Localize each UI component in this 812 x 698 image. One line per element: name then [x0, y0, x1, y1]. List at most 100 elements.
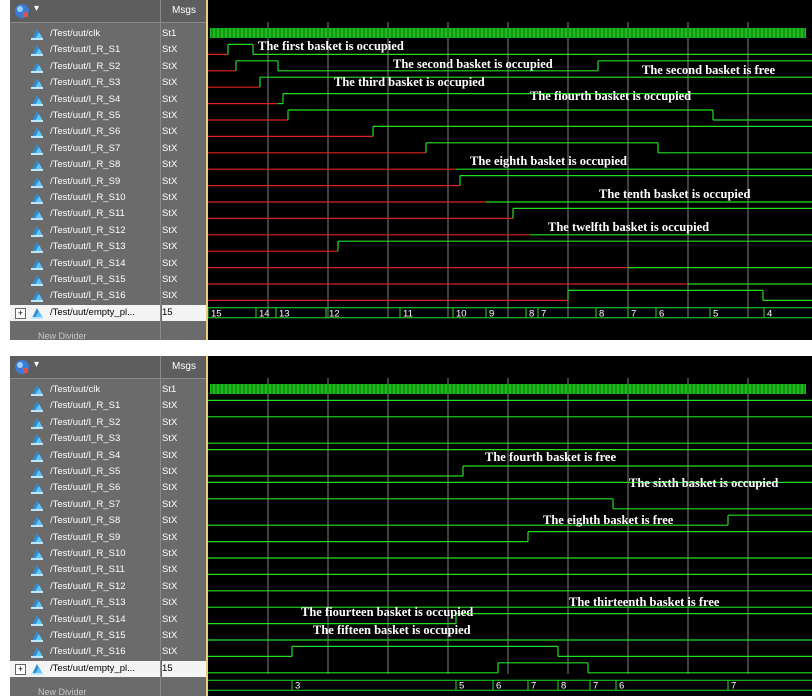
signal-row[interactable]: /Test/uut/I_R_S1 — [10, 398, 160, 414]
waveform-pane[interactable]: 15 14 13 12 11 10 9 8 7 8 7 6 5 4 The first basket is … — [208, 0, 812, 340]
signal-name: /Test/uut/I_R_S11 — [50, 564, 125, 576]
signal-icon — [31, 467, 43, 478]
signal-row[interactable]: /Test/uut/I_R_S15 — [10, 628, 160, 644]
signal-row[interactable]: /Test/uut/I_R_S14 — [10, 612, 160, 628]
annotation-label: The fiourteen basket is occupied — [301, 605, 473, 619]
bus-value-label: 8 — [529, 308, 534, 319]
signal-row[interactable]: /Test/uut/I_R_S3 — [10, 431, 160, 447]
bus-signal-row[interactable]: + /Test/uut/empty_pl... — [10, 660, 160, 677]
signal-row[interactable]: /Test/uut/clk — [10, 26, 160, 42]
bus-signal-row[interactable]: + /Test/uut/empty_pl... — [10, 304, 160, 321]
chevron-down-icon[interactable]: ▾ — [34, 3, 40, 14]
signal-icon — [31, 160, 43, 172]
signal-name: /Test/uut/I_R_S8 — [50, 159, 121, 171]
signal-row[interactable]: /Test/uut/I_R_S12 — [10, 223, 160, 239]
signal-row[interactable]: /Test/uut/I_R_S12 — [10, 579, 160, 595]
signal-name: /Test/uut/I_R_S8 — [50, 515, 121, 527]
signal-row[interactable]: /Test/uut/I_R_S14 — [10, 256, 160, 272]
expand-icon[interactable]: + — [15, 663, 26, 675]
values-header: Msgs — [161, 0, 207, 23]
signal-icon — [31, 647, 43, 659]
signal-row[interactable]: /Test/uut/I_R_S9 — [10, 530, 160, 546]
signal-icon — [31, 29, 43, 40]
signal-row[interactable]: /Test/uut/I_R_S8 — [10, 513, 160, 529]
values-header: Msgs — [161, 356, 207, 379]
signal-name: /Test/uut/I_R_S1 — [50, 44, 121, 56]
signal-row[interactable]: /Test/uut/I_R_S13 — [10, 595, 160, 611]
signal-row[interactable]: /Test/uut/I_R_S16 — [10, 288, 160, 304]
bus-value-label: 6 — [659, 308, 664, 319]
new-divider[interactable]: New Divider — [38, 687, 87, 696]
signal-icon — [31, 242, 43, 254]
signal-name: /Test/uut/I_R_S2 — [50, 416, 121, 428]
signal-name: /Test/uut/empty_pl... — [50, 306, 136, 318]
signal-value: StX — [162, 159, 178, 171]
annotation-label: The fiourth basket is occupied — [530, 89, 691, 103]
waveform-canvas[interactable]: 3 5 6 7 8 7 6 7 The fourth basket is free The six… — [208, 356, 812, 696]
new-divider[interactable]: New Divider — [38, 331, 87, 340]
annotation-label: The second basket is occupied — [393, 57, 553, 71]
modelsim-logo-icon[interactable] — [14, 3, 30, 19]
signal-icon — [31, 581, 43, 593]
bus-value-label: 6 — [496, 681, 501, 692]
signal-row[interactable]: /Test/uut/I_R_S2 — [10, 415, 160, 431]
signal-row[interactable]: /Test/uut/I_R_S7 — [10, 141, 160, 157]
signal-value: StX — [162, 208, 178, 220]
signal-row[interactable]: /Test/uut/clk — [10, 382, 160, 398]
bus-value-label: 12 — [329, 308, 340, 319]
bus-value-label: 8 — [561, 681, 566, 692]
signal-value: 15 — [162, 304, 206, 321]
signal-row[interactable]: /Test/uut/I_R_S5 — [10, 108, 160, 124]
cursor-separator[interactable] — [206, 0, 208, 340]
bus-value-label: 7 — [541, 308, 546, 319]
bus-value-label: 7 — [593, 681, 598, 692]
signal-value: StX — [162, 126, 178, 138]
signal-value: StX — [162, 241, 178, 253]
cursor-separator[interactable] — [206, 356, 208, 696]
signal-row[interactable]: /Test/uut/I_R_S2 — [10, 59, 160, 75]
signal-value: StX — [162, 630, 178, 641]
signal-name: /Test/uut/I_R_S1 — [50, 400, 121, 412]
signal-row[interactable]: /Test/uut/I_R_S15 — [10, 272, 160, 288]
signal-icon — [31, 275, 43, 286]
signal-row[interactable]: /Test/uut/I_R_S13 — [10, 239, 160, 255]
signal-name: /Test/uut/I_R_S13 — [50, 241, 126, 253]
signal-row[interactable]: /Test/uut/I_R_S10 — [10, 546, 160, 562]
signal-value: StX — [162, 60, 178, 72]
signal-value: StX — [162, 597, 178, 609]
signal-row[interactable]: /Test/uut/I_R_S16 — [10, 644, 160, 660]
signal-name: /Test/uut/I_R_S7 — [50, 498, 121, 510]
signal-row[interactable]: /Test/uut/I_R_S3 — [10, 75, 160, 91]
chevron-down-icon[interactable]: ▾ — [34, 359, 40, 370]
signal-icon — [31, 499, 43, 511]
bus-value-label: 4 — [767, 308, 772, 319]
signal-row[interactable]: /Test/uut/I_R_S6 — [10, 480, 160, 496]
annotation-label: The sixth basket is occupied — [629, 476, 778, 490]
bus-value-label: 9 — [489, 308, 494, 319]
signal-row[interactable]: /Test/uut/I_R_S9 — [10, 174, 160, 190]
signal-name: /Test/uut/I_R_S15 — [50, 630, 126, 641]
expand-icon[interactable]: + — [15, 307, 26, 319]
signal-row[interactable]: /Test/uut/I_R_S11 — [10, 562, 160, 578]
signal-icon — [31, 94, 43, 106]
signal-icon — [31, 111, 43, 122]
signal-row[interactable]: /Test/uut/I_R_S4 — [10, 448, 160, 464]
waveform-pane[interactable]: 3 5 6 7 8 7 6 7 The fourth basket is free The six… — [208, 356, 812, 696]
modelsim-logo-icon[interactable] — [14, 359, 30, 375]
signal-row[interactable]: /Test/uut/I_R_S8 — [10, 157, 160, 173]
bus-value-label: 5 — [713, 308, 718, 319]
signal-row[interactable]: /Test/uut/I_R_S1 — [10, 42, 160, 58]
signal-row[interactable]: /Test/uut/I_R_S7 — [10, 497, 160, 513]
signal-row[interactable]: /Test/uut/I_R_S4 — [10, 92, 160, 108]
signal-row[interactable]: /Test/uut/I_R_S5 — [10, 464, 160, 480]
annotation-label: The eighth basket is free — [543, 513, 674, 527]
signal-name: /Test/uut/clk — [50, 384, 101, 395]
signal-row[interactable]: /Test/uut/I_R_S10 — [10, 190, 160, 206]
signal-row[interactable]: /Test/uut/I_R_S6 — [10, 124, 160, 140]
signal-value-pane: Msgs — [160, 0, 207, 340]
signal-row[interactable]: /Test/uut/I_R_S11 — [10, 206, 160, 222]
bus-signal-icon — [31, 307, 43, 319]
signal-name: /Test/uut/I_R_S3 — [50, 433, 121, 445]
signal-value: StX — [162, 257, 178, 269]
